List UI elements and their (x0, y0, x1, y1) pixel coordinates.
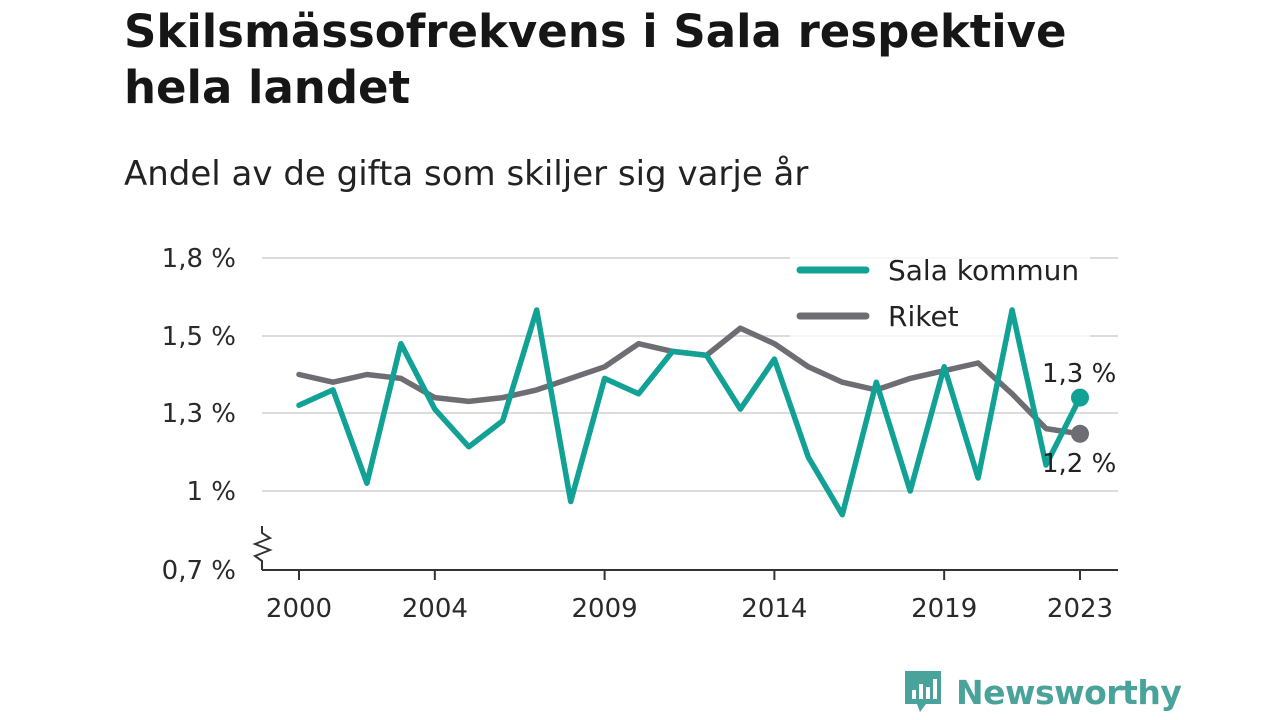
series-line-riket (296, 325, 1083, 437)
end-point-sala (1071, 388, 1089, 407)
y-tick-label: 1,5 % (162, 322, 236, 352)
legend-label-sala: Sala kommun (888, 254, 1079, 287)
y-tick-labels: 0,7 % 1 % 1,3 % 1,5 % 1,8 % (162, 244, 236, 586)
end-label-riket: 1,2 % (1042, 449, 1116, 479)
series-lines (296, 307, 1089, 518)
y-tick-label: 1,3 % (162, 399, 236, 429)
x-tick-label: 2023 (1047, 594, 1113, 624)
chart-subtitle: Andel av de gifta som skiljer sig varje … (124, 154, 809, 194)
series-line-sala (296, 307, 1083, 518)
y-tick-label: 1 % (186, 477, 236, 507)
y-tick-label: 0,7 % (162, 556, 236, 586)
x-tick-label: 2014 (741, 594, 807, 624)
y-tick-label: 1,8 % (162, 244, 236, 274)
x-tick-label: 2000 (266, 594, 332, 624)
y-axis-break-icon (252, 526, 273, 570)
bar-chart-badge-icon (905, 671, 941, 712)
end-point-riket (1071, 424, 1089, 443)
brand-name: Newsworthy (956, 672, 1182, 712)
x-tick-labels: 2000 2004 2009 2014 2019 2023 (266, 594, 1113, 624)
page-title: Skilsmässofrekvens i Sala respektive hel… (124, 5, 1067, 114)
x-tick-label: 2009 (572, 594, 638, 624)
axes (252, 526, 1118, 580)
legend-background (790, 248, 1090, 340)
x-tick-label: 2004 (402, 594, 468, 624)
x-tick-label: 2019 (911, 594, 977, 624)
brand-logo: Newsworthy (902, 668, 1182, 716)
legend: Sala kommun Riket (790, 248, 1090, 340)
legend-label-riket: Riket (888, 300, 959, 333)
end-label-sala: 1,3 % (1042, 359, 1116, 389)
